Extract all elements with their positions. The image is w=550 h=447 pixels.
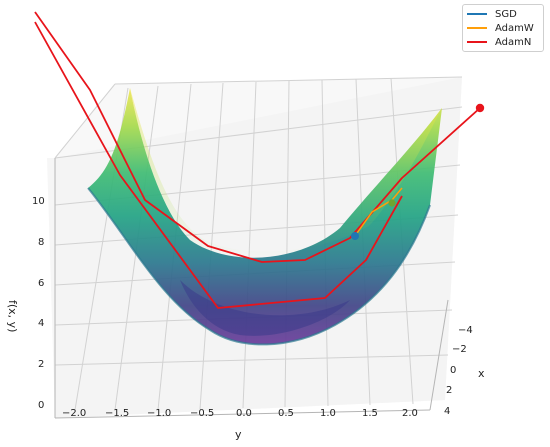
legend: SGD AdamW AdamN bbox=[462, 4, 544, 52]
adamw-swatch bbox=[467, 27, 487, 29]
sgd-swatch bbox=[467, 13, 487, 15]
z-axis-label: f(x, y) bbox=[6, 300, 19, 332]
x-tick-label: −4 bbox=[458, 325, 473, 336]
adamw-end-point bbox=[388, 199, 396, 207]
y-tick-label: 0.0 bbox=[236, 408, 252, 419]
y-axis-label: y bbox=[235, 428, 242, 441]
z-tick-label: 8 bbox=[38, 237, 44, 248]
y-tick-label: 1.5 bbox=[362, 408, 378, 419]
y-tick-label: −2.0 bbox=[62, 408, 86, 419]
y-axis-ticks: −2.0 −1.5 −1.0 −0.5 0.0 0.5 1.0 1.5 2.0 bbox=[62, 408, 418, 419]
x-tick-label: 0 bbox=[450, 365, 456, 376]
y-tick-label: 0.5 bbox=[278, 408, 294, 419]
adamn-swatch bbox=[467, 41, 487, 43]
legend-label: AdamN bbox=[495, 36, 532, 48]
legend-item-adamn: AdamN bbox=[467, 35, 539, 49]
axis-frame bbox=[54, 158, 449, 419]
x-axis-ticks: −4 −2 0 2 4 bbox=[444, 325, 473, 417]
legend-item-adamw: AdamW bbox=[467, 21, 539, 35]
z-tick-label: 2 bbox=[38, 359, 44, 370]
y-tick-label: −1.5 bbox=[105, 408, 129, 419]
adamw-path bbox=[354, 187, 403, 237]
y-tick-label: −1.0 bbox=[147, 408, 171, 419]
sgd-end-point bbox=[351, 232, 359, 240]
legend-item-sgd: SGD bbox=[467, 7, 539, 21]
optimizer-paths bbox=[34, 11, 485, 309]
z-tick-label: 0 bbox=[38, 400, 44, 411]
z-tick-label: 10 bbox=[32, 196, 45, 207]
surface bbox=[87, 88, 442, 346]
z-tick-label: 6 bbox=[38, 278, 44, 289]
y-tick-label: 1.0 bbox=[320, 408, 336, 419]
x-tick-label: 4 bbox=[444, 406, 450, 417]
z-axis-ticks: 10 8 6 4 2 0 bbox=[32, 196, 45, 411]
x-tick-label: −2 bbox=[452, 344, 467, 355]
adamn-path bbox=[34, 11, 481, 263]
adamn-end-point bbox=[475, 103, 485, 113]
legend-label: SGD bbox=[495, 8, 517, 20]
y-tick-label: −0.5 bbox=[190, 408, 214, 419]
x-axis-label: x bbox=[478, 367, 485, 380]
y-tick-label: 2.0 bbox=[402, 408, 418, 419]
x-tick-label: 2 bbox=[446, 385, 452, 396]
legend-label: AdamW bbox=[495, 22, 534, 34]
z-tick-label: 4 bbox=[38, 318, 44, 329]
adamn-path-lower bbox=[34, 21, 403, 309]
